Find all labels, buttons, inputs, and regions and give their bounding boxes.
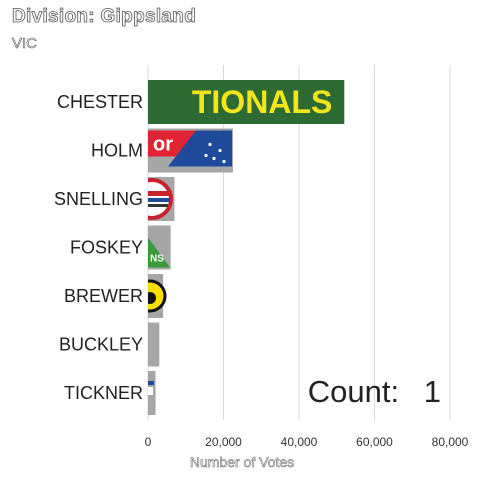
x-tick-label: 20,000 xyxy=(205,435,242,449)
category-label: TICKNER xyxy=(64,383,143,403)
x-tick-label: 40,000 xyxy=(281,435,318,449)
chart-subtitle: VIC xyxy=(12,35,38,53)
category-label: BREWER xyxy=(64,286,143,306)
bar-snelling xyxy=(148,177,175,221)
bar-brewer xyxy=(148,274,167,318)
chart-title: Division: Gippsland xyxy=(12,6,197,28)
x-tick-label: 0 xyxy=(145,435,152,449)
counter-label: Count: xyxy=(308,374,399,409)
bar-chester: TIONALS xyxy=(148,80,345,124)
category-label: FOSKEY xyxy=(70,238,143,258)
x-tick-labels: 0 20,000 40,000 60,000 80,000 xyxy=(145,435,469,449)
category-label: CHESTER xyxy=(57,92,143,112)
bar-foskey: NS xyxy=(148,225,171,270)
ldp-logo-icon xyxy=(148,279,167,313)
bar-tickner xyxy=(148,371,156,415)
bar-rect xyxy=(148,322,160,367)
category-labels: CHESTER HOLM SNELLING FOSKEY BREWER BUCKLEY TI… xyxy=(54,92,143,403)
shooters-logo-icon xyxy=(148,178,173,220)
x-tick-label: 60,000 xyxy=(356,435,393,449)
bars: TIONALS or NS xyxy=(148,80,345,415)
x-axis-title: Number of Votes xyxy=(190,454,294,470)
labor-logo-icon: or xyxy=(148,130,232,167)
nationals-logo-icon: TIONALS xyxy=(192,84,332,120)
greens-logo-icon: NS xyxy=(148,237,170,268)
bar-holm: or xyxy=(148,128,233,173)
bar-buckley xyxy=(148,322,160,367)
independent-logo-icon xyxy=(148,381,154,395)
x-tick-label: 80,000 xyxy=(432,435,469,449)
bar-rect xyxy=(148,80,345,124)
category-label: HOLM xyxy=(91,141,143,161)
category-label: BUCKLEY xyxy=(59,335,143,355)
svg-text:or: or xyxy=(153,134,173,156)
svg-text:NS: NS xyxy=(150,254,164,265)
counter-value: 1 xyxy=(424,374,441,409)
frame-counter: Count: 1 xyxy=(308,374,441,409)
category-label: SNELLING xyxy=(54,189,143,209)
